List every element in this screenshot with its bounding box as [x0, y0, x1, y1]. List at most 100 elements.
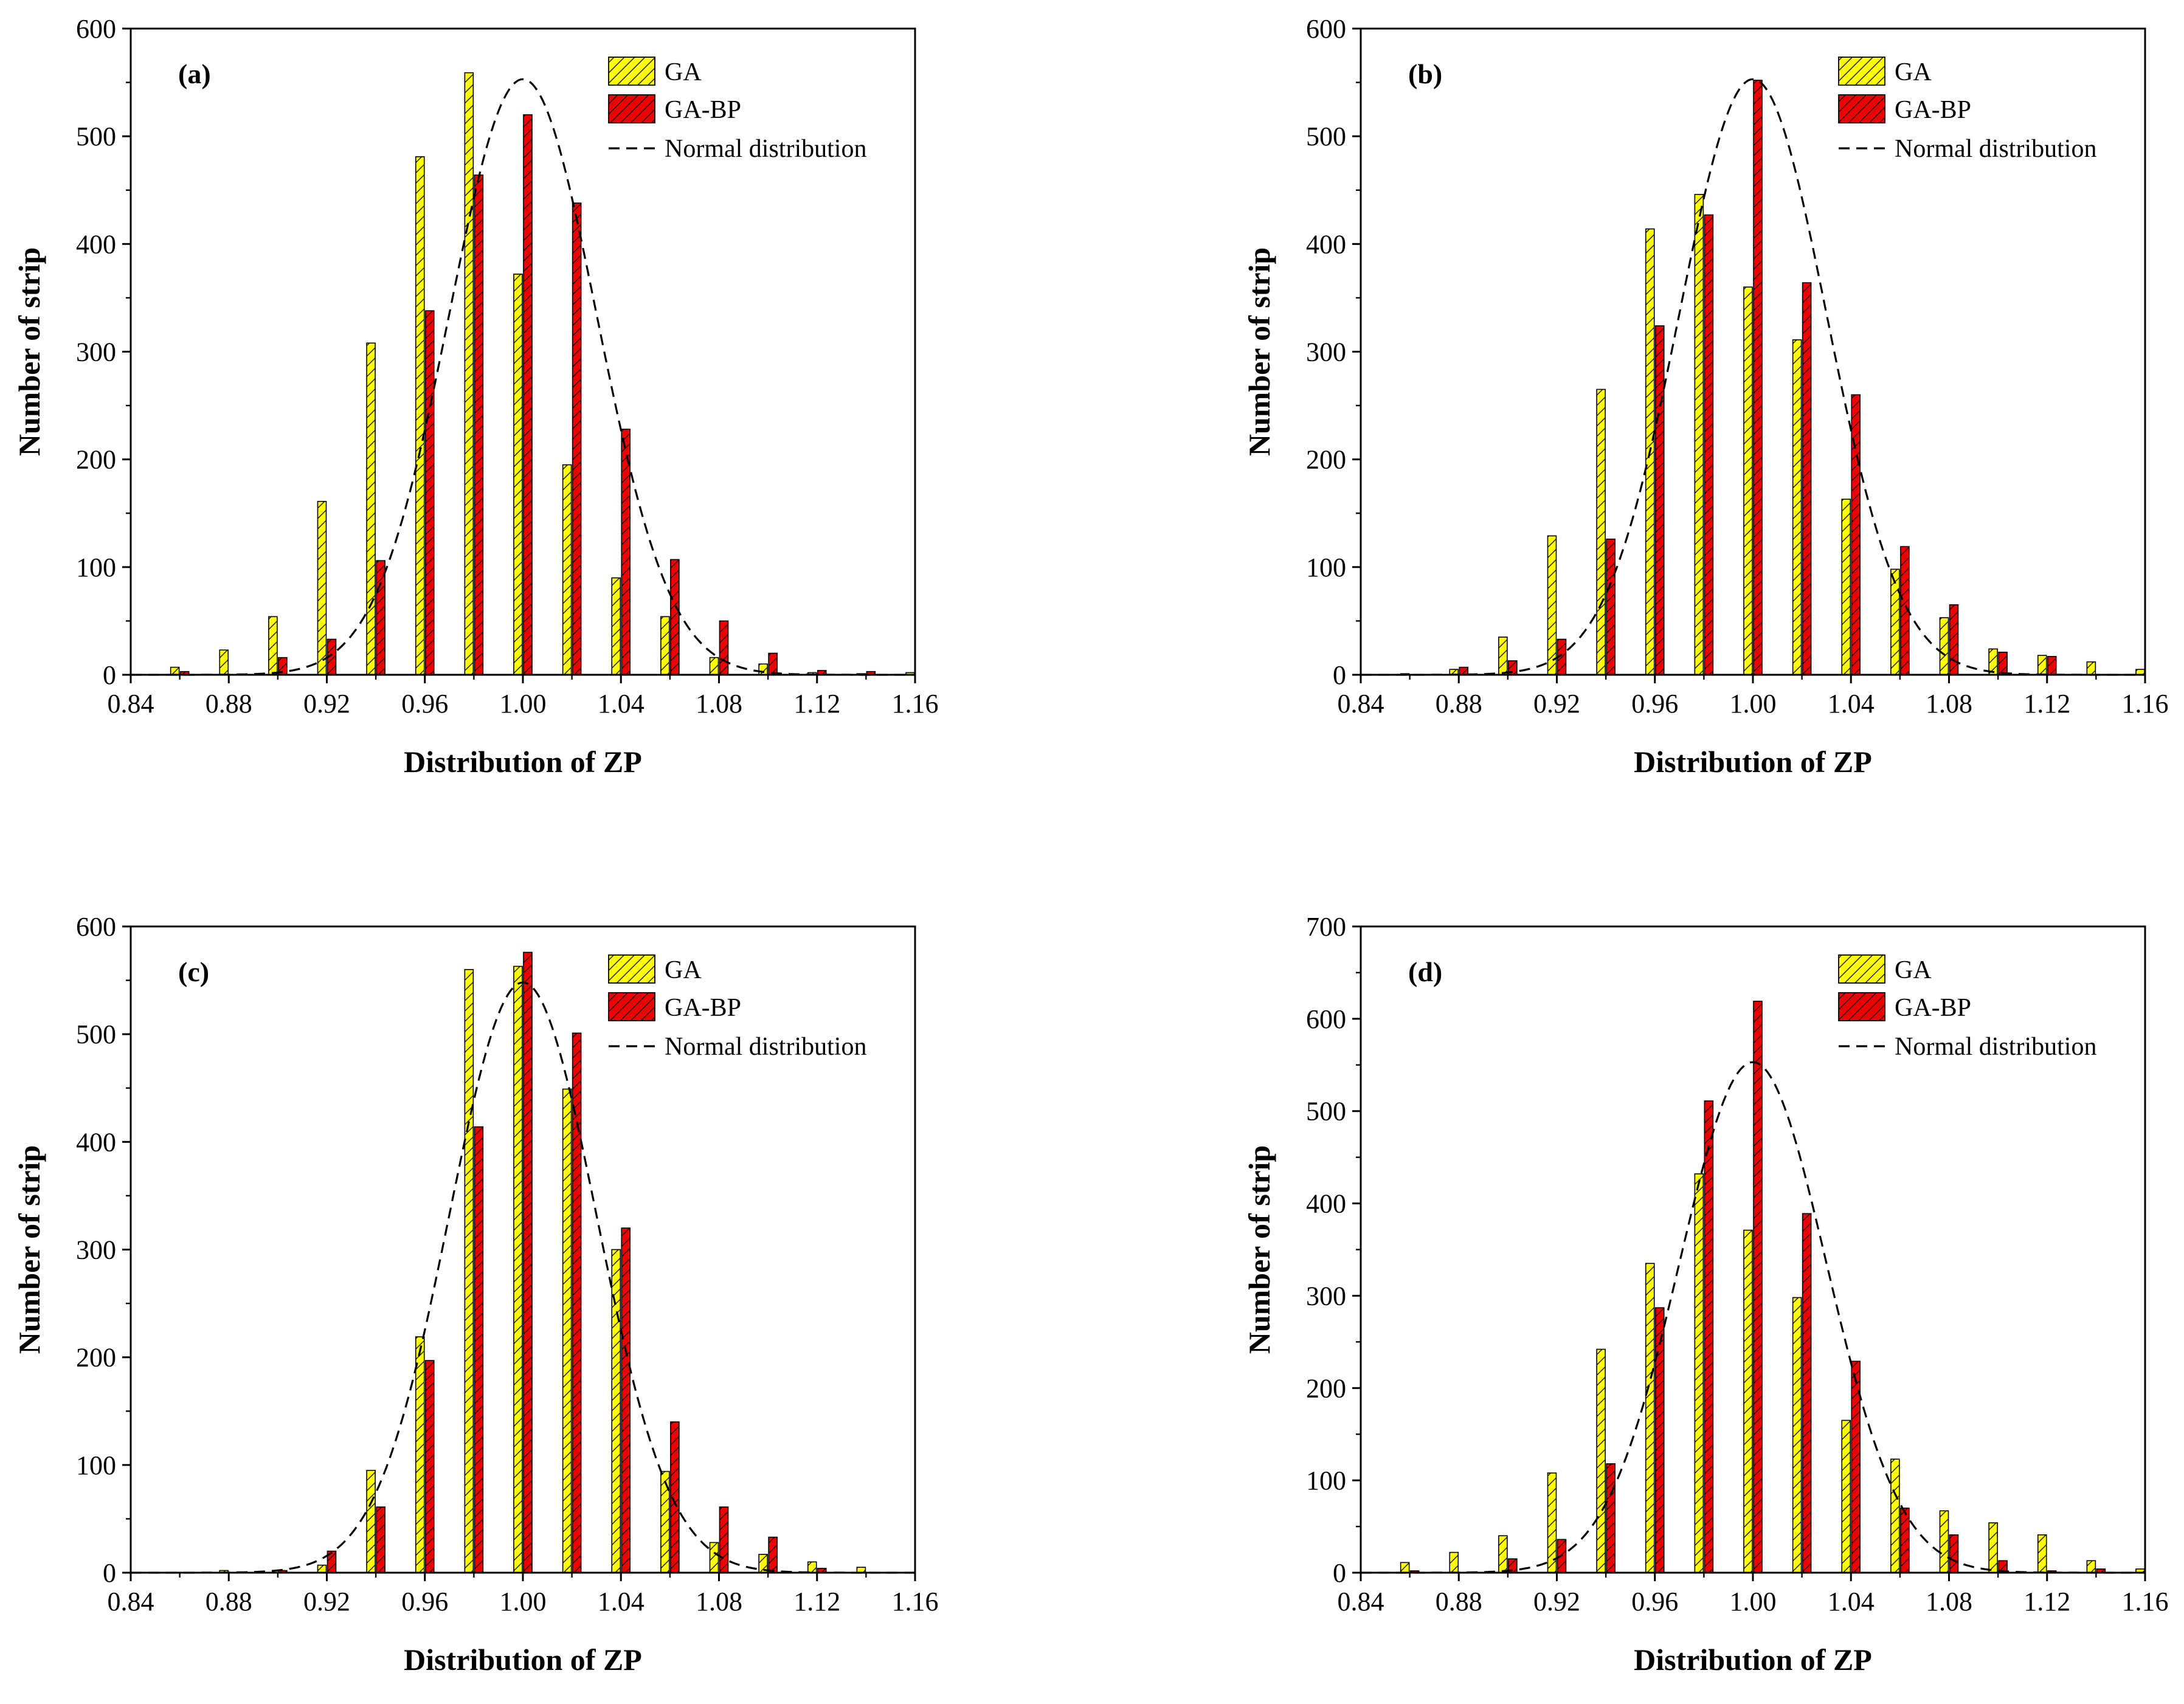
bar-ga-bp [1606, 1463, 1616, 1573]
y-tick-label: 600 [1306, 14, 1346, 44]
x-tick-label: 0.96 [401, 1587, 448, 1616]
y-tick-label: 600 [1306, 1004, 1346, 1034]
bar-ga [1792, 339, 1802, 675]
legend-label-normal: Normal distribution [665, 135, 866, 163]
y-tick-label: 300 [76, 337, 116, 367]
axes-frame [130, 925, 916, 1574]
x-tick-label: 1.12 [793, 689, 840, 719]
x-tick-label: 1.00 [1730, 689, 1777, 719]
y-tick-label: 100 [76, 553, 116, 582]
y-tick-label: 0 [103, 660, 116, 690]
bar-ga [2086, 661, 2096, 675]
x-tick-label: 1.16 [2122, 689, 2169, 719]
x-tick-label: 0.92 [303, 1587, 350, 1616]
normal-distribution-curve [1361, 1061, 2145, 1574]
y-tick-label: 100 [1306, 1466, 1346, 1495]
bar-ga-bp [1753, 1001, 1763, 1573]
legend-label-normal: Normal distribution [665, 1033, 866, 1061]
bar-ga [1498, 1535, 1508, 1573]
x-tick-label: 1.00 [1730, 1587, 1777, 1616]
bar-ga [1743, 286, 1753, 675]
bar-ga-bp [719, 1506, 729, 1573]
bar-ga-bp [1704, 214, 1714, 675]
x-tick-label: 1.16 [2122, 1587, 2169, 1616]
legend-swatch-ga-bp [1838, 992, 1885, 1021]
bar-ga [709, 1542, 719, 1573]
y-tick-label: 300 [76, 1235, 116, 1265]
bar-ga [1449, 1551, 1459, 1573]
normal-distribution-curve [1361, 78, 2145, 676]
y-tick-label: 600 [76, 912, 116, 942]
legend-label-ga-bp: GA-BP [1895, 994, 1971, 1022]
legend-swatch-ga-bp [608, 94, 655, 123]
x-tick-label: 1.00 [500, 689, 547, 719]
y-tick-label: 400 [1306, 229, 1346, 259]
x-tick-label: 1.08 [696, 1587, 742, 1616]
legend-swatch-ga [608, 57, 655, 86]
bar-ga-bp [1998, 651, 2008, 675]
x-tick-label: 1.12 [793, 1587, 840, 1616]
x-tick-label: 0.88 [1436, 689, 1482, 719]
bar-ga [366, 342, 376, 675]
bar-ga [415, 1336, 425, 1573]
x-tick-label: 1.04 [598, 689, 644, 719]
y-axis-title: Number of strip [1242, 247, 1276, 457]
bar-ga-bp [572, 1032, 582, 1573]
bar-ga-bp [719, 620, 729, 675]
legend-label-ga: GA [1895, 956, 1932, 984]
x-tick-label: 0.96 [401, 689, 448, 719]
chart-panel-b: 0.84 0.88 0.92 0.96 1.00 1.04 1.08 1.12 1.16 0 100… [1242, 14, 2169, 779]
y-tick-label: 500 [1306, 122, 1346, 151]
legend-label-ga: GA [665, 956, 702, 984]
bar-ga-bp [424, 310, 435, 675]
axes-frame [1360, 925, 2146, 1574]
legend-swatch-ga-bp [1838, 94, 1885, 123]
x-tick-label: 0.84 [1338, 1587, 1384, 1616]
x-axis-title: Distribution of ZP [1634, 745, 1872, 779]
legend-label-ga: GA [665, 58, 702, 86]
bar-ga [562, 1088, 572, 1573]
bar-ga-bp [1606, 538, 1616, 675]
legend-label-ga-bp: GA-BP [665, 96, 741, 124]
x-tick-label: 0.96 [1631, 689, 1678, 719]
legend-label-ga: GA [1895, 58, 1932, 86]
bar-ga-bp [670, 559, 680, 675]
bar-ga-bp [1704, 1100, 1714, 1573]
bar-ga [1498, 636, 1508, 675]
bar-ga [1988, 1522, 1998, 1573]
x-tick-label: 1.04 [1828, 1587, 1875, 1616]
bar-ga-bp [1654, 1307, 1665, 1573]
bar-ga-bp [1802, 1213, 1812, 1573]
x-axis-title: Distribution of ZP [404, 745, 642, 779]
bar-ga-bp [572, 202, 582, 675]
bar-ga-bp [768, 652, 778, 675]
x-tick-label: 1.12 [2023, 1587, 2070, 1616]
bar-ga [464, 969, 474, 1573]
bar-ga-bp [1949, 604, 1959, 675]
x-tick-label: 0.88 [206, 1587, 252, 1616]
y-tick-label: 0 [1333, 1558, 1346, 1588]
panel-label: (c) [178, 956, 209, 987]
legend-label-ga-bp: GA-BP [1895, 96, 1971, 124]
bar-ga [1547, 1472, 1557, 1573]
bar-ga [268, 616, 278, 675]
y-tick-label: 400 [76, 1127, 116, 1157]
y-tick-label: 500 [76, 122, 116, 151]
bar-ga [1596, 388, 1606, 675]
y-tick-label: 500 [1306, 1097, 1346, 1126]
bar-ga [513, 274, 523, 675]
chart-panel-c: 0.84 0.88 0.92 0.96 1.00 1.04 1.08 1.12 1.16 0 100… [12, 912, 939, 1677]
x-tick-label: 1.12 [2023, 689, 2070, 719]
bar-ga [1645, 1263, 1655, 1573]
legend-swatch-ga [1838, 954, 1885, 984]
y-tick-label: 100 [1306, 553, 1346, 582]
bar-ga-bp [376, 560, 385, 675]
bar-ga-bp [621, 1227, 631, 1573]
y-tick-label: 200 [1306, 1373, 1346, 1403]
y-axis-title: Number of strip [12, 1145, 46, 1354]
bar-ga-bp [1802, 282, 1812, 675]
bar-ga-bp [523, 951, 533, 1573]
y-tick-label: 200 [1306, 445, 1346, 475]
x-axis-title: Distribution of ZP [404, 1643, 642, 1677]
